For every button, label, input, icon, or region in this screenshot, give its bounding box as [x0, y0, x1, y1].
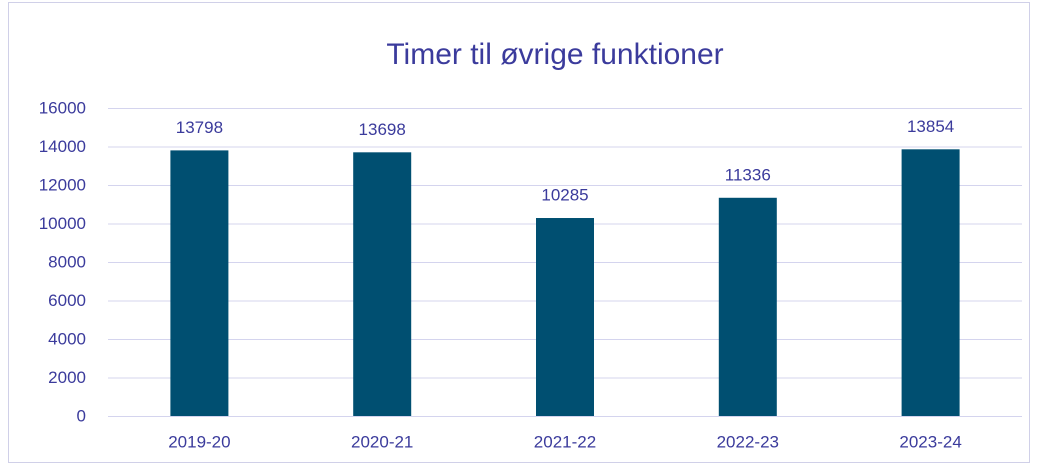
y-tick-label: 14000: [39, 137, 86, 156]
y-tick-label: 4000: [48, 329, 86, 348]
y-tick-label: 12000: [39, 175, 86, 194]
data-label: 11336: [725, 165, 771, 184]
bar: [170, 150, 229, 417]
chart-title: Timer til øvrige funktioner: [386, 38, 723, 71]
bar: [901, 149, 960, 417]
x-tick-label: 2019-20: [168, 432, 230, 451]
x-tick-label: 2020-21: [351, 432, 413, 451]
data-label: 13798: [176, 118, 223, 137]
bar: [718, 197, 777, 416]
x-tick-label: 2023-24: [899, 432, 961, 451]
x-tick-label: 2022-23: [717, 432, 779, 451]
bar: [536, 218, 594, 416]
data-label: 10285: [541, 185, 588, 204]
y-tick-label: 16000: [39, 98, 86, 117]
y-tick-label: 2000: [48, 368, 86, 387]
y-tick-label: 0: [77, 406, 86, 425]
chart-frame: [8, 2, 1030, 463]
data-label: 13698: [359, 120, 406, 139]
x-tick-label: 2021-22: [534, 432, 596, 451]
bar: [353, 152, 412, 416]
data-label: 13854: [907, 117, 954, 136]
y-tick-label: 6000: [48, 291, 86, 310]
y-tick-label: 10000: [39, 214, 86, 233]
y-tick-label: 8000: [48, 252, 86, 271]
